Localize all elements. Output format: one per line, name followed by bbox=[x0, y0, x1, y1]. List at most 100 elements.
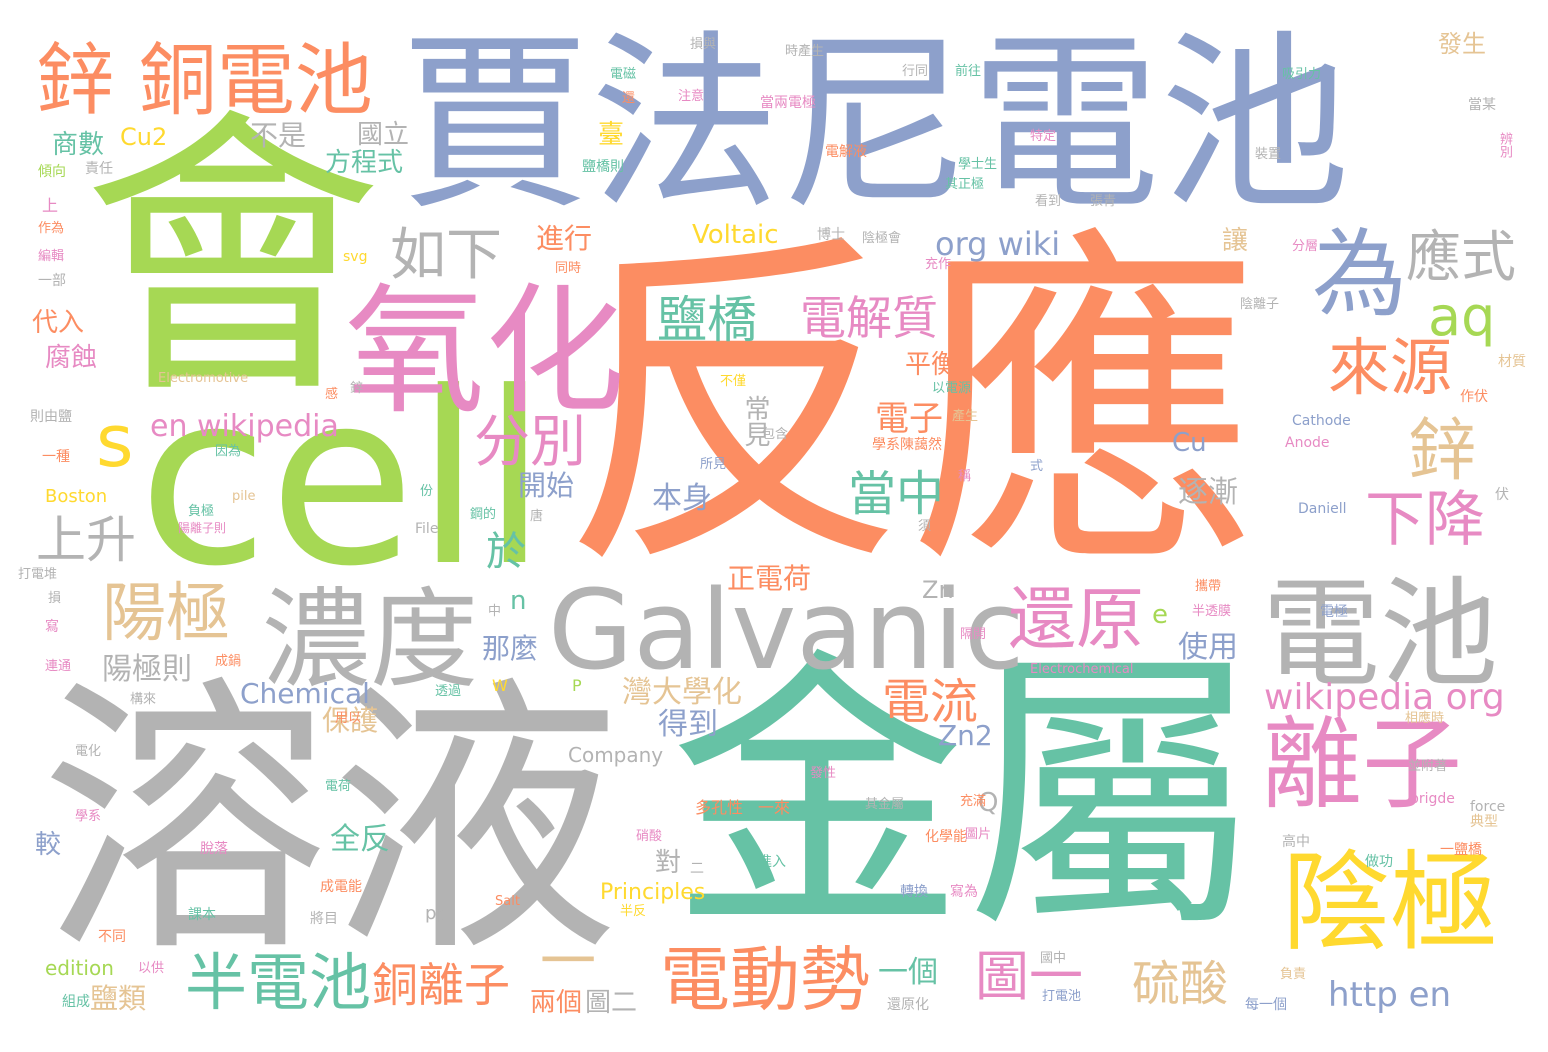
word-yu: 於 bbox=[486, 529, 526, 575]
word-tai: 臺 bbox=[598, 120, 625, 150]
word-jinshu: 金屬 bbox=[670, 625, 1260, 969]
word-er: 二 bbox=[690, 861, 704, 877]
word-yanghua: 氧化 bbox=[345, 271, 626, 434]
word-jiafani-dianchi: 賈法尼電池 bbox=[400, 14, 1351, 235]
word-fasheng: 發生 bbox=[1438, 30, 1486, 58]
word-baohan: 包含 bbox=[762, 427, 789, 442]
word-gaozhong: 高中 bbox=[1282, 834, 1310, 850]
word-faxing: 發性 bbox=[810, 766, 837, 781]
word-yanglizize: 陽離子則 bbox=[178, 521, 227, 535]
word-sun: 損 bbox=[48, 591, 62, 606]
word-wei: 為 bbox=[1312, 220, 1408, 330]
word-tongshi: 同時 bbox=[555, 261, 582, 276]
word-xu: 須 bbox=[918, 519, 932, 534]
word-galvanic: Galvanic bbox=[548, 566, 1025, 694]
word-chengguo: 成鍋 bbox=[215, 654, 242, 669]
word-boshi: 博士 bbox=[817, 227, 845, 243]
word-dianjiezhi: 電解質 bbox=[800, 291, 938, 345]
word-huan: 還 bbox=[622, 91, 636, 106]
word-quanfan: 全反 bbox=[330, 822, 390, 857]
word-meiyige: 每一個 bbox=[1245, 997, 1287, 1013]
word-dianchi: 電池 bbox=[1262, 565, 1499, 703]
word-xuexi-chenairan: 學系陳藹然 bbox=[872, 437, 942, 453]
word-salt: Salt bbox=[495, 894, 520, 909]
word-n: n bbox=[510, 586, 527, 616]
word-company: Company bbox=[568, 743, 664, 767]
word-pingheng: 平衡 bbox=[905, 350, 958, 380]
word-kandao: 看到 bbox=[1035, 194, 1062, 209]
word-fangchengshi: 方程式 bbox=[325, 148, 404, 178]
word-electromotive: Electromotive bbox=[158, 371, 249, 386]
word-dadiandui: 打電堆 bbox=[18, 567, 58, 582]
word-butong: 不同 bbox=[98, 929, 126, 945]
word-dianji: 電極 bbox=[1320, 604, 1348, 620]
word-banfan: 半反 bbox=[620, 904, 647, 919]
word-xie: 寫 bbox=[45, 619, 59, 635]
word-svg: svg bbox=[343, 249, 368, 265]
word-zhong: 中 bbox=[488, 604, 502, 619]
word-yilai: 一來 bbox=[758, 798, 791, 817]
word-qijinshu: 其金屬 bbox=[865, 797, 905, 812]
word-force: force bbox=[1470, 799, 1506, 815]
word-zhangqing: 張青 bbox=[1090, 194, 1117, 209]
word-caizhi: 材質 bbox=[1498, 354, 1526, 370]
word-dianxing: 典型 bbox=[1470, 814, 1498, 830]
word-guoli: 國立 bbox=[357, 120, 410, 150]
word-xiewei: 寫為 bbox=[950, 884, 978, 900]
word-shangshu: 商數 bbox=[52, 130, 105, 160]
word-fuze: 負責 bbox=[1280, 967, 1307, 982]
word-jinru: 進入 bbox=[758, 854, 786, 870]
word-cheng: 稱 bbox=[958, 469, 972, 484]
word-touguo: 透過 bbox=[435, 684, 462, 699]
word-shangsheng: 上升 bbox=[36, 511, 136, 569]
word-benshen: 本身 bbox=[652, 481, 712, 516]
word-diandongshi: 電動勢 bbox=[660, 939, 870, 1021]
word-wikipedia-org: wikipedia org bbox=[1264, 677, 1505, 718]
word-yinji: 陰極 bbox=[1282, 841, 1499, 966]
word-changjian: 常見 bbox=[740, 395, 770, 447]
word-yanqiao: 鹽橋 bbox=[657, 291, 757, 349]
word-dianzi: 電子 bbox=[875, 399, 943, 439]
word-tuyi: 圖一 bbox=[975, 945, 1083, 1008]
word-goulai: 構來 bbox=[130, 692, 157, 707]
word-gan: 感 bbox=[325, 387, 339, 402]
word-shang: 上 bbox=[42, 196, 59, 215]
word-xiangyingshi: 相應時 bbox=[1405, 711, 1445, 726]
word-zn2: Zn2 bbox=[938, 719, 993, 752]
word-dang-liang-dianji: 當兩電極 bbox=[760, 95, 816, 111]
word-anode: Anode bbox=[1285, 435, 1330, 451]
word-yigong: 以供 bbox=[138, 961, 165, 976]
word-fuji: 負極 bbox=[188, 504, 215, 519]
word-bushi: 不是 bbox=[250, 119, 307, 152]
word-dairu: 代入 bbox=[32, 308, 85, 338]
word-e: e bbox=[1152, 600, 1168, 630]
word-zuofu: 作伏 bbox=[1460, 389, 1488, 405]
word-xingtong: 行同 bbox=[902, 64, 929, 79]
word-wan-daxue-hua: 灣大學化 bbox=[622, 675, 742, 710]
word-yige: 一個 bbox=[878, 955, 938, 990]
word-chengdianneng: 成電能 bbox=[320, 879, 362, 895]
word-yizhong: 一種 bbox=[42, 449, 70, 465]
word-fenbie: 分別 bbox=[474, 410, 586, 475]
word-principles: Principles bbox=[600, 880, 706, 905]
word-dianjieye: 電解液 bbox=[825, 144, 867, 160]
word-fen: 份 bbox=[420, 484, 434, 499]
word-nongdu: 濃度 bbox=[262, 578, 479, 703]
word-dangzhong: 當中 bbox=[848, 466, 945, 522]
word-gangde: 鋼的 bbox=[470, 507, 497, 522]
word-xiedai: 攜帶 bbox=[1195, 579, 1222, 594]
word-yingshi: 應式 bbox=[1406, 225, 1517, 289]
word-hui: 會 bbox=[82, 85, 382, 434]
word-dianhua: 電化 bbox=[75, 744, 102, 759]
word-xin-small: 鋅 bbox=[350, 381, 364, 396]
word-xin-tong-dianchi: 鋅 銅電池 bbox=[36, 36, 373, 126]
word-xuexi: 學系 bbox=[75, 809, 102, 824]
word-dangmou: 當某 bbox=[1468, 97, 1496, 113]
word-xiajiang: 下降 bbox=[1365, 485, 1485, 555]
word-bujin: 不僅 bbox=[720, 374, 747, 389]
word-huaxueneng: 化學能 bbox=[925, 829, 967, 845]
word-ruxia: 如下 bbox=[390, 223, 502, 288]
word-qizhengji: 其正極 bbox=[945, 177, 985, 192]
word-edition: edition bbox=[45, 956, 114, 980]
